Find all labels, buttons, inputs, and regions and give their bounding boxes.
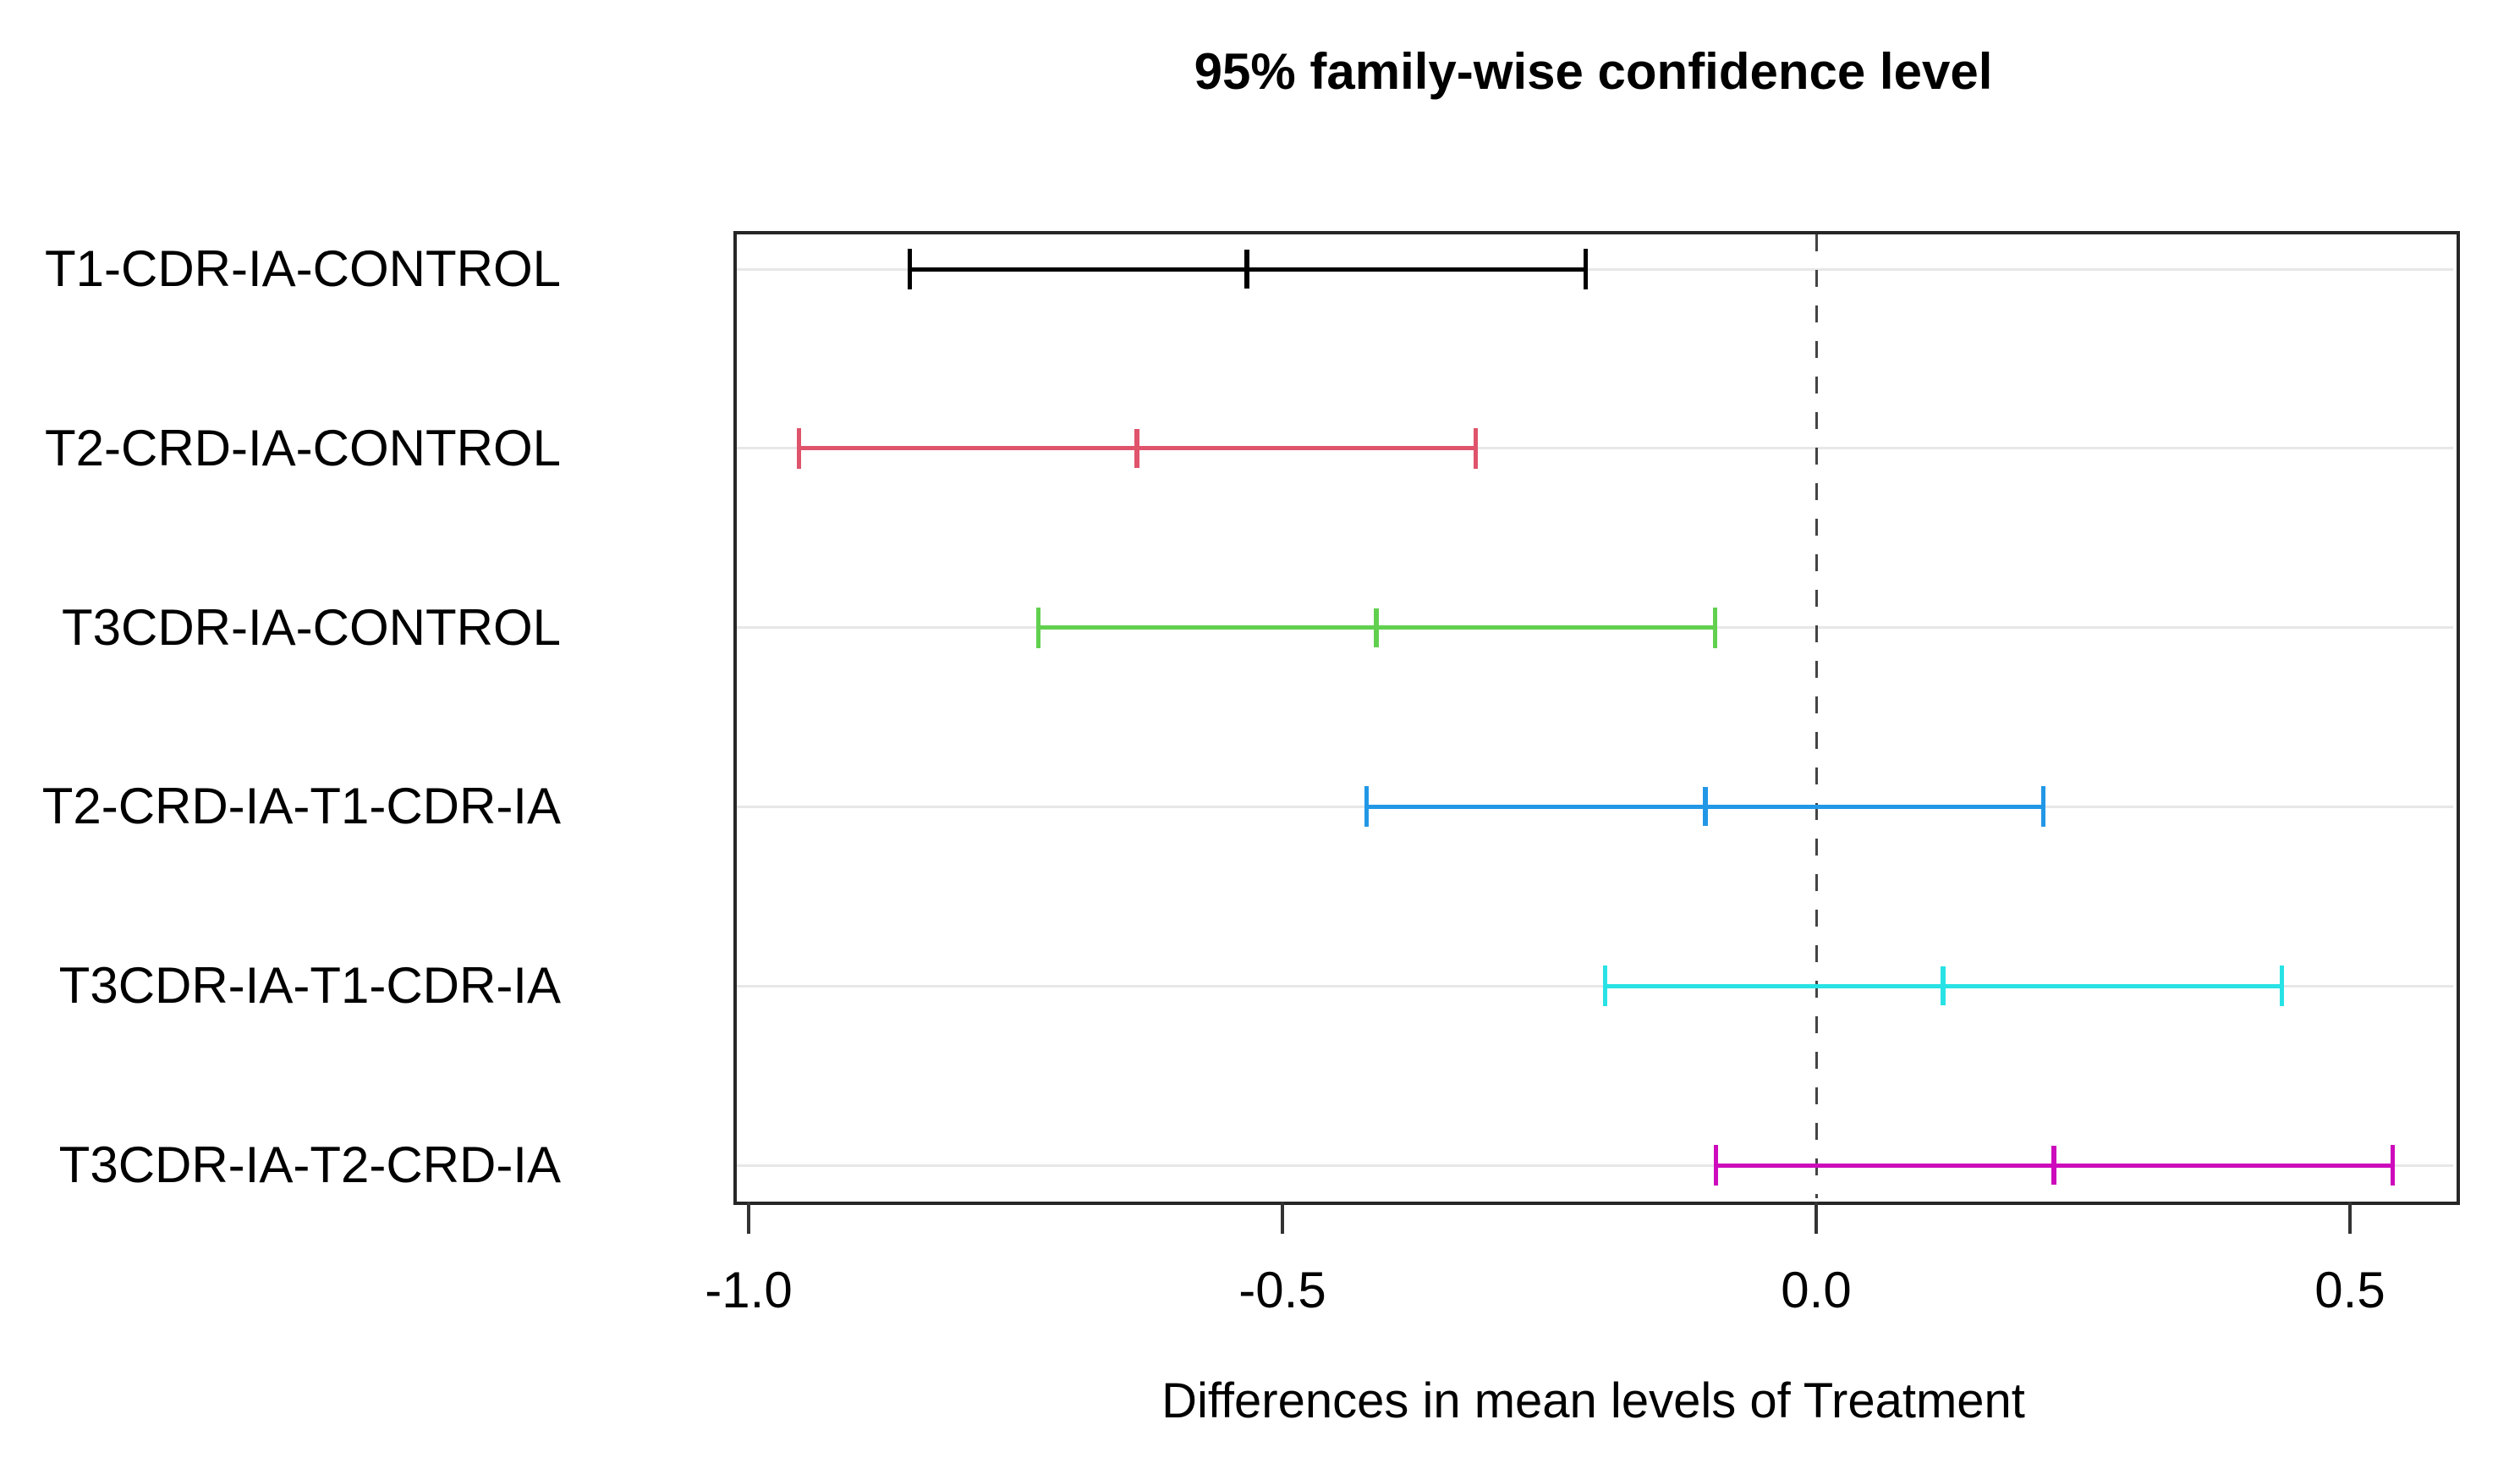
ci-cap-lower — [1035, 607, 1040, 648]
ci-cap-upper — [1473, 427, 1478, 469]
ci-cap-upper — [2390, 1145, 2395, 1186]
ci-estimate-tick — [1702, 787, 1708, 827]
ci-cap-upper — [1712, 607, 1717, 648]
ci-cap-upper — [1583, 249, 1588, 289]
y-axis-label: T3CDR-IA-CONTROL — [61, 598, 561, 656]
ci-cap-lower — [1713, 1145, 1718, 1186]
ci-estimate-tick — [1244, 250, 1250, 289]
y-axis-label: T3CDR-IA-T2-CRD-IA — [58, 1136, 561, 1193]
ci-cap-upper — [2279, 966, 2284, 1007]
ci-estimate-tick — [1134, 428, 1140, 468]
x-axis-tick-label: -0.5 — [1238, 1262, 1326, 1318]
grid-line — [737, 1164, 2453, 1167]
x-axis-tick — [1281, 1202, 1284, 1234]
plot-box — [733, 231, 2460, 1205]
y-axis-label: T2-CRD-IA-CONTROL — [45, 419, 561, 476]
ci-cap-lower — [908, 249, 913, 289]
ci-estimate-tick — [2051, 1146, 2057, 1185]
x-axis-tick — [1815, 1202, 1818, 1234]
ci-cap-lower — [1602, 966, 1607, 1007]
zero-reference-line — [1815, 234, 1818, 1198]
x-axis-tick-label: -1.0 — [705, 1262, 793, 1318]
x-axis-tick-label: 0.0 — [1781, 1262, 1852, 1318]
ci-cap-upper — [2041, 786, 2046, 828]
y-axis-label: T2-CRD-IA-T1-CDR-IA — [41, 778, 561, 835]
grid-line — [737, 267, 2453, 271]
ci-cap-lower — [1364, 786, 1370, 828]
ci-estimate-tick — [1374, 608, 1380, 647]
x-axis-title: Differences in mean levels of Treatment — [1161, 1373, 2025, 1428]
grid-line — [737, 447, 2453, 450]
x-axis-tick — [2348, 1202, 2352, 1234]
y-axis-label: T3CDR-IA-T1-CDR-IA — [58, 957, 561, 1015]
x-axis-tick-label: 0.5 — [2314, 1262, 2385, 1318]
y-axis-label: T1-CDR-IA-CONTROL — [45, 240, 561, 297]
ci-cap-lower — [796, 427, 801, 469]
ci-estimate-tick — [1941, 966, 1946, 1006]
grid-line — [737, 984, 2453, 988]
chart-title: 95% family-wise confidence level — [1194, 43, 1993, 100]
x-axis-tick — [747, 1202, 750, 1234]
